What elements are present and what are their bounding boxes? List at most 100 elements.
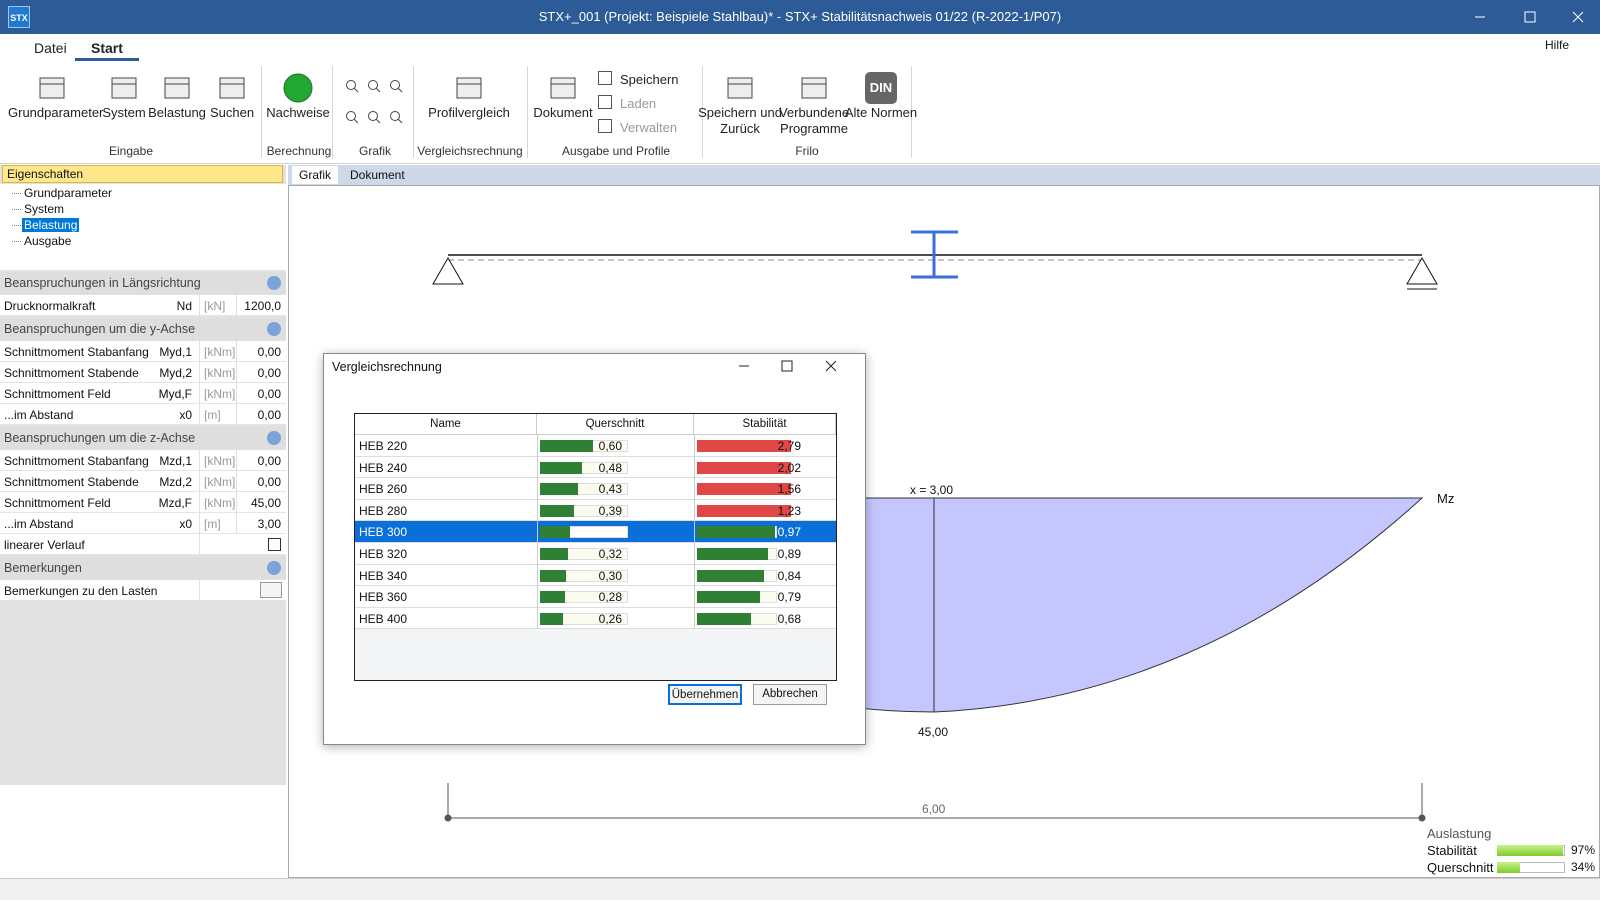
bar	[540, 461, 583, 474]
tree-item[interactable]: Belastung	[22, 218, 80, 232]
property-value[interactable]: 0,00	[257, 387, 281, 401]
property-value[interactable]: 0,00	[257, 408, 281, 422]
bar	[540, 569, 567, 582]
column-header[interactable]: Stabilität	[694, 414, 836, 435]
checkbox[interactable]	[268, 538, 281, 551]
bar-clip	[697, 548, 791, 560]
property-label: linearer Verlauf	[4, 538, 85, 552]
section-header[interactable]: Beanspruchungen um die y-Achse	[0, 318, 286, 340]
property-row	[0, 580, 286, 601]
tree-item[interactable]: Grundparameter	[24, 186, 113, 200]
row-name: HEB 360	[359, 590, 408, 605]
property-unit: [kNm]	[204, 454, 236, 468]
property-symbol: Myd,2	[159, 366, 192, 380]
view-tab-bar	[288, 165, 1600, 185]
ribbon	[0, 34, 1600, 164]
ribbon-tab[interactable]: Datei	[34, 40, 67, 56]
small-button-icon	[598, 119, 612, 133]
row-name: HEB 320	[359, 547, 408, 561]
property-value[interactable]: 0,00	[257, 366, 281, 380]
ribbon-button[interactable]: Dokument	[533, 105, 593, 120]
tree-item[interactable]: Ausgabe	[24, 234, 72, 248]
ribbon-tab[interactable]: Start	[75, 38, 139, 61]
support	[1406, 256, 1438, 290]
collapse-icon[interactable]	[267, 431, 281, 445]
ribbon-button[interactable]: Speichern und Zurück	[698, 105, 782, 136]
dialog-button[interactable]: Übernehmen	[668, 684, 742, 705]
collapse-icon[interactable]	[267, 322, 281, 336]
ribbon-button[interactable]: Verbundene Programme	[778, 105, 850, 136]
collapse-icon[interactable]	[267, 561, 281, 575]
property-row	[0, 471, 286, 492]
tree-item[interactable]: System	[24, 202, 65, 216]
cell-divider	[537, 435, 538, 457]
ribbon-small-button[interactable]: Speichern	[620, 72, 679, 87]
bar-clip	[540, 526, 628, 539]
ribbon-group-label: Grafik	[358, 144, 391, 158]
section-header[interactable]: Beanspruchungen in Längsrichtung	[0, 272, 286, 294]
property-value[interactable]: 0,00	[257, 475, 281, 489]
window-close[interactable]	[1566, 8, 1590, 26]
grafik-icon[interactable]	[367, 79, 381, 93]
dialog-button[interactable]: Abbrechen	[753, 684, 827, 705]
bar	[540, 440, 593, 452]
view-tab[interactable]: Dokument	[350, 168, 405, 182]
property-value[interactable]: 1200,0	[244, 299, 281, 313]
grafik-icon[interactable]	[389, 79, 403, 93]
property-value[interactable]: 0,00	[257, 345, 281, 359]
edit-button[interactable]	[260, 582, 282, 598]
bar-clip	[697, 504, 791, 517]
bar-clip	[697, 591, 791, 604]
ribbon-button[interactable]: Profilvergleich	[428, 105, 510, 120]
property-divider	[236, 513, 237, 534]
grafik-icon[interactable]	[367, 110, 381, 124]
bar	[540, 612, 563, 625]
ribbon-button[interactable]: System	[102, 105, 146, 120]
bar	[697, 591, 761, 604]
bar-value: 0,84	[777, 568, 801, 583]
collapse-icon[interactable]	[267, 276, 281, 290]
dimension-end	[444, 814, 452, 822]
ribbon-icon	[547, 72, 579, 104]
property-divider	[199, 383, 200, 404]
ribbon-button[interactable]: Nachweise	[266, 105, 330, 120]
grafik-icon[interactable]	[389, 110, 403, 124]
ribbon-small-button[interactable]: Verwalten	[620, 120, 678, 135]
property-symbol: Myd,F	[158, 387, 192, 401]
small-button-icon	[598, 95, 612, 109]
row-name: HEB 400	[359, 611, 408, 626]
property-divider	[236, 404, 237, 425]
property-value[interactable]: 45,00	[250, 496, 281, 510]
cell-divider	[537, 543, 538, 565]
help-button[interactable]: Hilfe	[1545, 38, 1570, 52]
app-icon[interactable]: STX	[8, 6, 30, 28]
section-icon	[911, 230, 958, 279]
property-divider	[199, 404, 200, 425]
ribbon-small-button[interactable]: Laden	[620, 96, 657, 111]
ribbon-button[interactable]: Belastung	[148, 105, 206, 120]
bar	[697, 569, 765, 582]
window-title: STX+_001 (Projekt: Beispiele Stahlbau)* …	[538, 9, 1062, 24]
section-header[interactable]: Bemerkungen	[0, 557, 286, 579]
dialog-close[interactable]	[821, 356, 841, 376]
view-tab[interactable]: Grafik	[292, 166, 339, 184]
property-value[interactable]: 3,00	[257, 517, 281, 531]
section-header[interactable]: Beanspruchungen um die z-Achse	[0, 427, 286, 449]
window-min[interactable]	[1468, 8, 1492, 26]
utilization-value: 97%	[1570, 843, 1595, 857]
ribbon-button[interactable]: Alte Normen	[844, 105, 918, 120]
dialog-min[interactable]	[734, 356, 754, 376]
grafik-icon[interactable]	[345, 79, 359, 93]
bar-value: 0,28	[598, 590, 622, 605]
grafik-icon[interactable]	[345, 110, 359, 124]
ribbon-button[interactable]: Grundparameter	[8, 105, 104, 120]
bar	[540, 526, 570, 539]
ribbon-button[interactable]: Suchen	[209, 105, 255, 120]
dialog-max[interactable]	[777, 356, 797, 376]
property-label: ...im Abstand	[4, 517, 74, 531]
property-value[interactable]: 0,00	[257, 454, 281, 468]
column-header[interactable]: Querschnitt	[537, 414, 694, 435]
column-header[interactable]: Name	[355, 414, 537, 435]
bar-clip	[697, 612, 791, 625]
window-max[interactable]	[1518, 8, 1542, 26]
